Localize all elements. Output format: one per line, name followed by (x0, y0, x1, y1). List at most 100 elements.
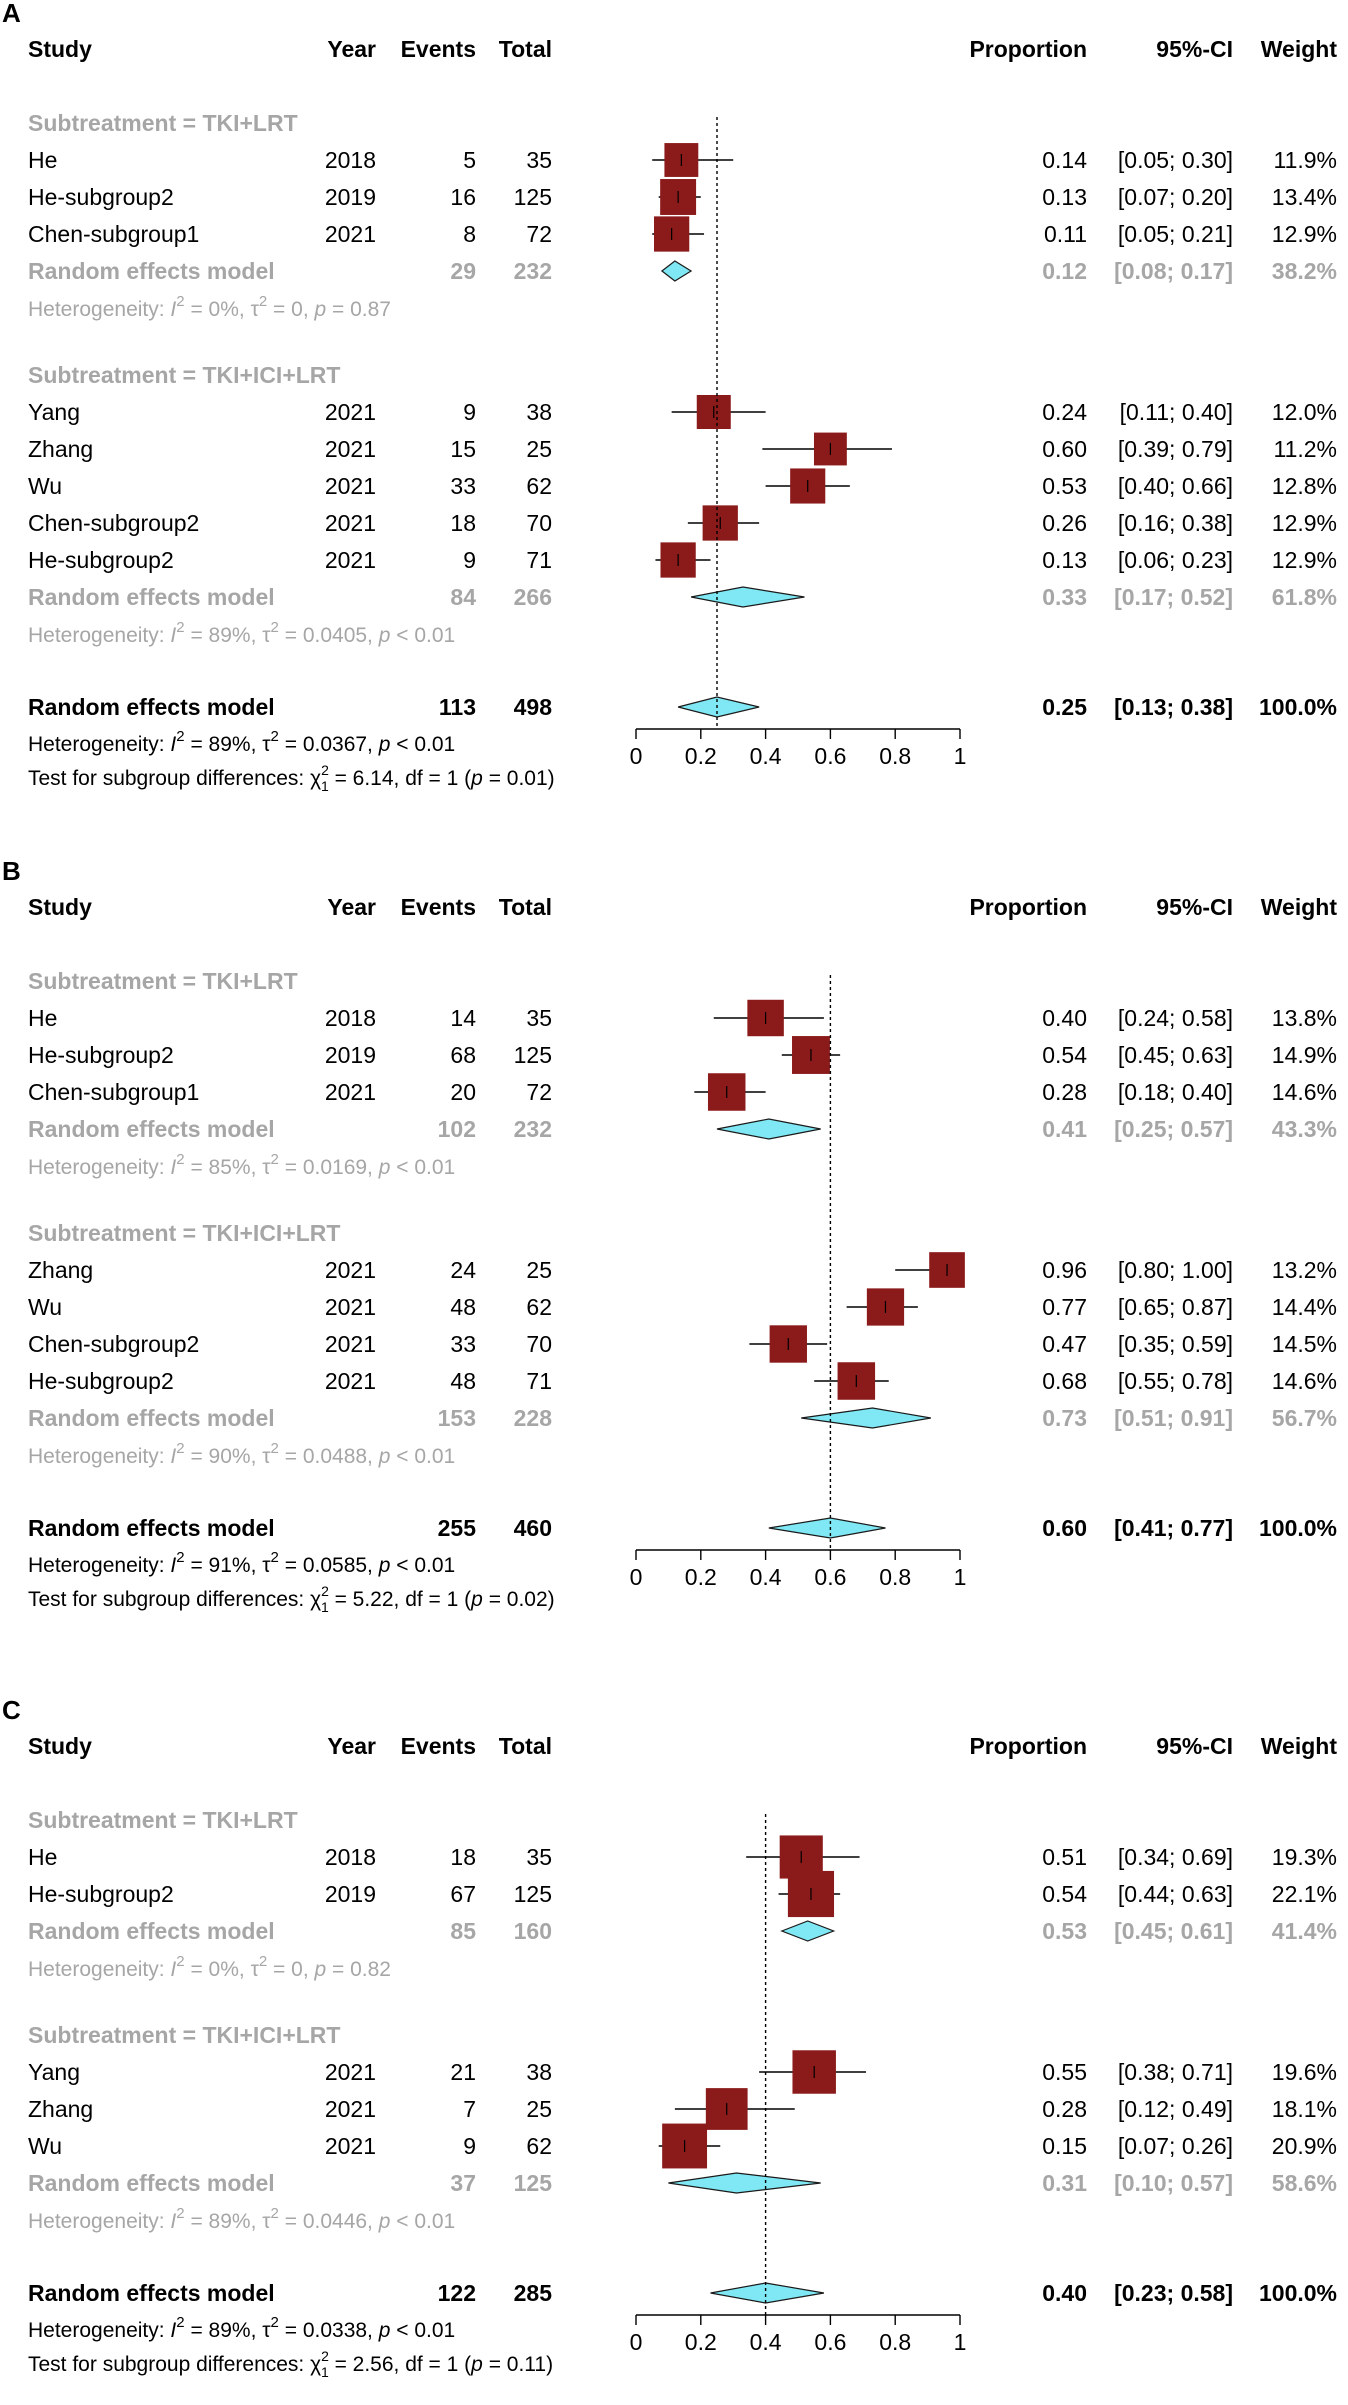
subgroup-model-total: 125 (514, 2170, 553, 2196)
study-name: Chen-subgroup2 (28, 510, 199, 536)
overall-heterogeneity: Heterogeneity: I2 = 89%, τ2 = 0.0367, p … (28, 728, 455, 756)
study-proportion: 0.13 (1042, 547, 1087, 573)
subgroup-model-weight: 61.8% (1272, 584, 1337, 610)
header-study: Study (28, 1733, 92, 1759)
subgroup-model-total: 160 (514, 1918, 552, 1944)
subgroup-model-row: Random effects model 85 160 0.53 [0.45; 0.61… (28, 1918, 1337, 1944)
study-row: He-subgroup2 2021 9 71 0.13 [0.06; 0.23] 12.9% (28, 542, 1337, 578)
subgroup-model-total: 266 (514, 584, 552, 610)
overall-model-label: Random effects model (28, 1515, 275, 1541)
subgroup-difference-test: Test for subgroup differences: χ2 1 = 6.1… (28, 762, 555, 794)
study-weight: 20.9% (1272, 2133, 1337, 2159)
subgroup-model-ci: [0.08; 0.17] (1114, 258, 1233, 284)
subgroup-diamond (801, 1407, 931, 1429)
study-row: Yang 2021 21 38 0.55 [0.38; 0.71] 19.6% (28, 2050, 1337, 2094)
subgroup-model-weight: 43.3% (1272, 1116, 1337, 1142)
study-ci: [0.12; 0.49] (1118, 2096, 1233, 2122)
study-name: He-subgroup2 (28, 1881, 174, 1907)
study-name: He-subgroup2 (28, 1042, 174, 1068)
study-row: Chen-subgroup1 2021 8 72 0.11 [0.05; 0.21] 12.… (28, 216, 1337, 252)
study-events: 33 (450, 1331, 476, 1357)
overall-heterogeneity: Heterogeneity: I2 = 89%, τ2 = 0.0338, p … (28, 2314, 455, 2342)
study-events: 67 (450, 1881, 476, 1907)
study-weight: 13.2% (1272, 1257, 1337, 1283)
study-year: 2018 (325, 1005, 376, 1031)
study-weight: 14.9% (1272, 1042, 1337, 1068)
subgroup-heterogeneity: Heterogeneity: I2 = 89%, τ2 = 0.0405, p … (28, 619, 455, 647)
study-year: 2019 (325, 184, 376, 210)
header-year: Year (327, 894, 376, 920)
study-proportion: 0.54 (1042, 1881, 1087, 1907)
study-year: 2021 (325, 2096, 376, 2122)
study-year: 2021 (325, 1257, 376, 1283)
subgroup-model-label: Random effects model (28, 258, 275, 284)
study-proportion: 0.60 (1042, 436, 1087, 462)
x-tick-label: 1 (954, 743, 967, 769)
study-events: 9 (463, 399, 476, 425)
study-total: 70 (526, 510, 552, 536)
study-events: 48 (450, 1368, 476, 1394)
study-year: 2021 (325, 1294, 376, 1320)
header-weight: Weight (1261, 894, 1338, 920)
study-ci: [0.07; 0.20] (1118, 184, 1233, 210)
x-tick-label: 0.2 (685, 2329, 717, 2355)
x-tick-label: 1 (954, 1564, 967, 1590)
header-ci: 95%-CI (1156, 36, 1233, 62)
study-year: 2018 (325, 1844, 376, 1870)
study-proportion: 0.24 (1042, 399, 1087, 425)
subgroup-model-ci: [0.17; 0.52] (1114, 584, 1233, 610)
x-tick-label: 1 (954, 2329, 967, 2355)
study-row: He-subgroup2 2019 68 125 0.54 [0.45; 0.63] 14.… (28, 1036, 1337, 1074)
study-events: 21 (450, 2059, 476, 2085)
header-total: Total (499, 36, 552, 62)
study-events: 24 (450, 1257, 476, 1283)
study-year: 2019 (325, 1881, 376, 1907)
subgroup-label: Subtreatment = TKI+ICI+LRT (28, 1220, 340, 1246)
subgroup-difference-test: Test for subgroup differences: χ2 1 = 5.2… (28, 1583, 555, 1615)
study-ci: [0.40; 0.66] (1118, 473, 1233, 499)
subgroup-label: Subtreatment = TKI+ICI+LRT (28, 2022, 340, 2048)
x-tick-label: 0.4 (750, 1564, 782, 1590)
study-weight: 12.8% (1272, 473, 1337, 499)
overall-weight: 100.0% (1259, 2280, 1337, 2306)
subgroup-heterogeneity: Heterogeneity: I2 = 90%, τ2 = 0.0488, p … (28, 1440, 455, 1468)
study-name: Zhang (28, 436, 93, 462)
subgroup-heterogeneity: Heterogeneity: I2 = 0%, τ2 = 0, p = 0.82 (28, 1953, 391, 1981)
study-year: 2021 (325, 510, 376, 536)
subgroup-diamond (716, 1118, 821, 1140)
study-proportion: 0.54 (1042, 1042, 1087, 1068)
overall-total: 285 (514, 2280, 553, 2306)
overall-model-row: Random effects model 255 460 0.60 [0.41; 0.7… (28, 1515, 1337, 1541)
study-total: 72 (526, 221, 552, 247)
subgroup-difference-test: Test for subgroup differences: χ2 1 = 2.5… (28, 2348, 553, 2380)
study-total: 25 (526, 1257, 552, 1283)
study-proportion: 0.11 (1044, 221, 1087, 247)
overall-events: 255 (438, 1515, 477, 1541)
subgroup-model-events: 85 (450, 1918, 476, 1944)
study-proportion: 0.15 (1042, 2133, 1087, 2159)
x-tick-label: 0.2 (685, 1564, 717, 1590)
study-ci: [0.38; 0.71] (1118, 2059, 1233, 2085)
study-row: Wu 2021 48 62 0.77 [0.65; 0.87] 14.4% (28, 1288, 1337, 1326)
study-ci: [0.45; 0.63] (1118, 1042, 1233, 1068)
study-name: Chen-subgroup1 (28, 221, 199, 247)
study-name: He-subgroup2 (28, 1368, 174, 1394)
subgroup-model-row: Random effects model 153 228 0.73 [0.51; 0.9… (28, 1405, 1337, 1431)
study-ci: [0.39; 0.79] (1118, 436, 1233, 462)
header-weight: Weight (1261, 1733, 1338, 1759)
study-weight: 12.9% (1272, 547, 1337, 573)
panel-label: B (2, 856, 21, 886)
study-total: 38 (526, 2059, 552, 2085)
study-weight: 14.5% (1272, 1331, 1337, 1357)
study-total: 62 (526, 2133, 552, 2159)
study-name: He (28, 1844, 57, 1870)
subgroup-model-label: Random effects model (28, 1918, 275, 1944)
study-row: Zhang 2021 7 25 0.28 [0.12; 0.49] 18.1% (28, 2088, 1337, 2130)
x-tick-label: 0 (630, 743, 643, 769)
study-year: 2021 (325, 473, 376, 499)
study-ci: [0.16; 0.38] (1118, 510, 1233, 536)
study-weight: 12.9% (1272, 221, 1337, 247)
study-row: He-subgroup2 2021 48 71 0.68 [0.55; 0.78] 14.6… (28, 1362, 1337, 1400)
study-row: He 2018 5 35 0.14 [0.05; 0.30] 11.9% (28, 143, 1337, 177)
study-year: 2021 (325, 436, 376, 462)
